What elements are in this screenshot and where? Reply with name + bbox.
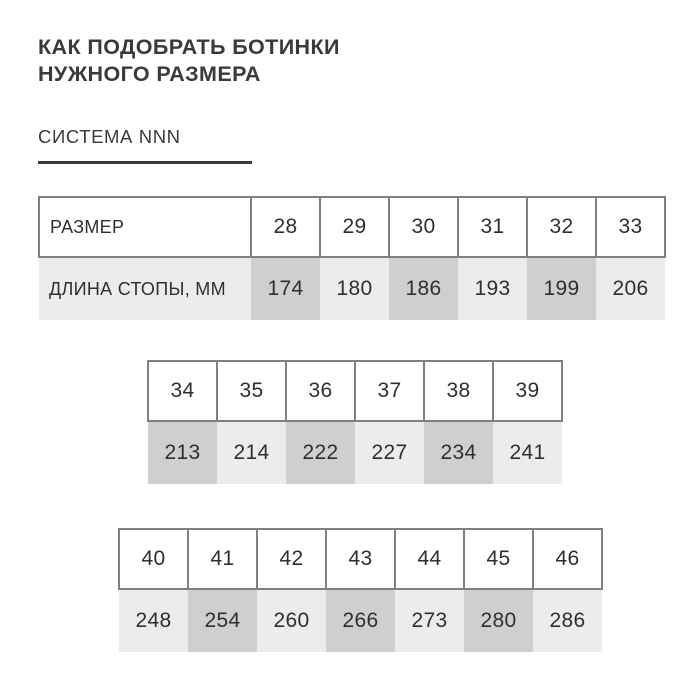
size-row: 40 41 42 43 44 45 46: [118, 528, 603, 590]
length-cell: 227: [355, 421, 424, 484]
length-row-label: ДЛИНА СТОПЫ, ММ: [39, 257, 251, 320]
size-cell: 31: [457, 196, 528, 258]
length-cell: 266: [326, 589, 395, 652]
size-cell: 30: [388, 196, 459, 258]
length-cell: 193: [458, 257, 527, 320]
size-row: РАЗМЕР 28 29 30 31 32 33: [38, 196, 666, 258]
size-cell: 38: [423, 360, 494, 422]
length-cell: 206: [596, 257, 665, 320]
length-cell: 248: [119, 589, 188, 652]
size-row: 34 35 36 37 38 39: [147, 360, 563, 422]
length-cell: 222: [286, 421, 355, 484]
size-cell: 39: [492, 360, 563, 422]
length-cell: 273: [395, 589, 464, 652]
length-row: 248 254 260 266 273 280 286: [119, 589, 602, 652]
length-cell: 214: [217, 421, 286, 484]
size-cell: 43: [325, 528, 396, 590]
length-cell: 174: [251, 257, 320, 320]
title-underline-rule: [38, 161, 252, 164]
size-cell: 42: [256, 528, 327, 590]
size-cell: 44: [394, 528, 465, 590]
size-row-label: РАЗМЕР: [38, 196, 252, 258]
size-cell: 41: [187, 528, 258, 590]
size-cell: 28: [250, 196, 321, 258]
length-cell: 260: [257, 589, 326, 652]
length-row: ДЛИНА СТОПЫ, ММ 174 180 186 193 199 206: [39, 257, 665, 320]
size-table-2: 34 35 36 37 38 39 213 214 222 227 234 241: [147, 360, 563, 484]
page-title: КАК ПОДОБРАТЬ БОТИНКИ НУЖНОГО РАЗМЕРА: [38, 35, 340, 86]
size-table-3: 40 41 42 43 44 45 46 248 254 260 266 273 280 286: [118, 528, 603, 652]
size-cell: 45: [463, 528, 534, 590]
size-cell: 37: [354, 360, 425, 422]
size-cell: 40: [118, 528, 189, 590]
length-cell: 180: [320, 257, 389, 320]
heading-block: КАК ПОДОБРАТЬ БОТИНКИ НУЖНОГО РАЗМЕРА СИ…: [38, 34, 658, 164]
length-cell: 241: [493, 421, 562, 484]
size-cell: 34: [147, 360, 218, 422]
size-cell: 35: [216, 360, 287, 422]
length-cell: 186: [389, 257, 458, 320]
subtitle-system: СИСТЕМА NNN: [38, 126, 181, 147]
size-cell: 36: [285, 360, 356, 422]
length-cell: 199: [527, 257, 596, 320]
length-row: 213 214 222 227 234 241: [148, 421, 562, 484]
length-cell: 286: [533, 589, 602, 652]
length-cell: 213: [148, 421, 217, 484]
size-cell: 33: [595, 196, 666, 258]
size-cell: 29: [319, 196, 390, 258]
size-cell: 46: [532, 528, 603, 590]
size-table-1: РАЗМЕР 28 29 30 31 32 33 ДЛИНА СТОПЫ, ММ 174 180 1…: [38, 196, 666, 320]
length-cell: 280: [464, 589, 533, 652]
length-cell: 234: [424, 421, 493, 484]
size-cell: 32: [526, 196, 597, 258]
length-cell: 254: [188, 589, 257, 652]
